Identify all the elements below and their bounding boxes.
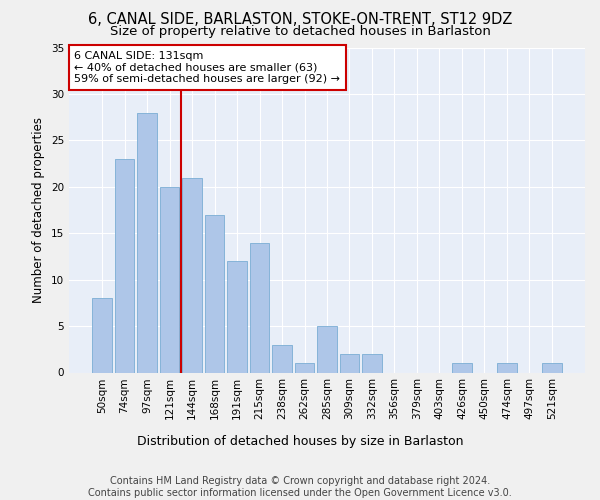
Bar (497, 363, 517, 372)
Bar (452, 363, 472, 372)
Text: Contains HM Land Registry data © Crown copyright and database right 2024.
Contai: Contains HM Land Registry data © Crown c… (88, 476, 512, 498)
Bar (115, 159, 134, 372)
Bar (295, 363, 314, 372)
Bar (182, 178, 202, 372)
Bar (542, 363, 562, 372)
Bar (250, 242, 269, 372)
Bar (160, 187, 179, 372)
Text: 6 CANAL SIDE: 131sqm
← 40% of detached houses are smaller (63)
59% of semi-detac: 6 CANAL SIDE: 131sqm ← 40% of detached h… (74, 51, 340, 84)
Bar (137, 112, 157, 372)
Bar (317, 326, 337, 372)
Text: Size of property relative to detached houses in Barlaston: Size of property relative to detached ho… (110, 25, 490, 38)
Text: 6, CANAL SIDE, BARLASTON, STOKE-ON-TRENT, ST12 9DZ: 6, CANAL SIDE, BARLASTON, STOKE-ON-TRENT… (88, 12, 512, 28)
Bar (362, 354, 382, 372)
Y-axis label: Number of detached properties: Number of detached properties (32, 117, 46, 303)
Bar (92, 298, 112, 372)
Bar (227, 261, 247, 372)
Text: Distribution of detached houses by size in Barlaston: Distribution of detached houses by size … (137, 435, 463, 448)
Bar (340, 354, 359, 372)
Bar (272, 344, 292, 372)
Bar (205, 214, 224, 372)
